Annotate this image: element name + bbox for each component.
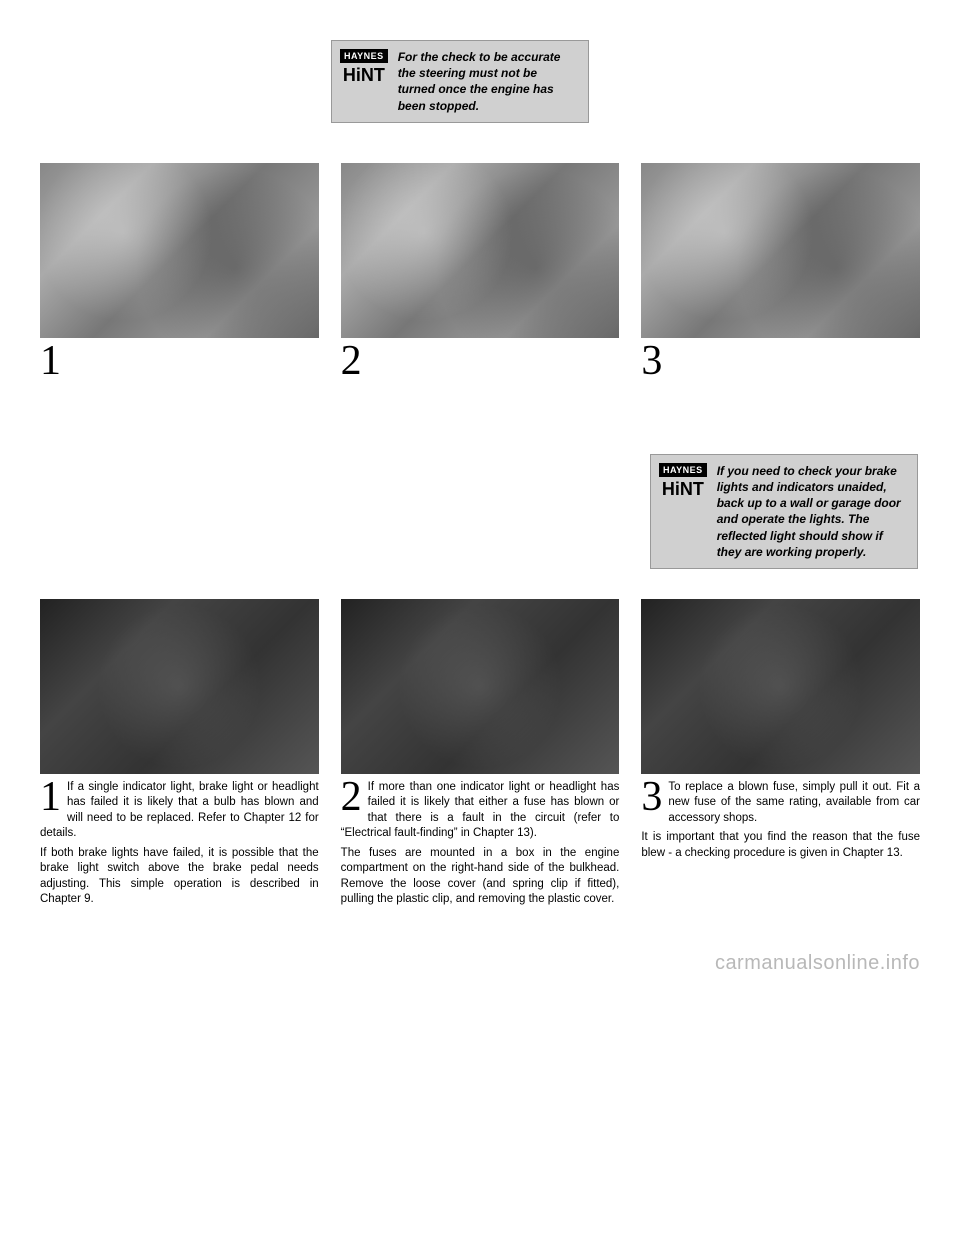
caption-top-2: 2 (341, 338, 620, 344)
step-number: 3 (641, 340, 662, 382)
caption-bottom-1: 1 If a single indicator light, brake lig… (40, 774, 319, 908)
step-number: 1 (40, 340, 61, 382)
step-top-2: 2 (341, 163, 620, 382)
photo-fuse-box-cover (341, 599, 620, 774)
photo-row-top: 1 2 3 (40, 163, 920, 382)
step-top-3: 3 (641, 163, 920, 382)
photo-engine-bay (641, 163, 920, 338)
caption-p1: To replace a blown fuse, simply pull it … (641, 780, 920, 827)
haynes-badge: HAYNES (340, 49, 388, 63)
top-hint-container: HAYNES HiNT For the check to be accurate… (0, 40, 920, 123)
caption-p2: If both brake lights have failed, it is … (40, 846, 319, 908)
hint-box-bottom: HAYNES HiNT If you need to check your br… (650, 454, 918, 569)
caption-p1: If a single indicator light, brake light… (40, 780, 319, 842)
step-number: 2 (341, 776, 362, 818)
step-number: 1 (40, 776, 61, 818)
caption-bottom-2: 2 If more than one indicator light or he… (341, 774, 620, 908)
hint-text-bottom: If you need to check your brake lights a… (717, 463, 905, 560)
hint-box-top: HAYNES HiNT For the check to be accurate… (331, 40, 589, 123)
caption-p1: If more than one indicator light or head… (341, 780, 620, 842)
caption-p2: It is important that you find the reason… (641, 830, 920, 861)
hint-logo: HAYNES HiNT (659, 463, 707, 500)
caption-bottom-3: 3 To replace a blown fuse, simply pull i… (641, 774, 920, 862)
photo-fuse-box-open (641, 599, 920, 774)
watermark: carmanualsonline.info (40, 952, 920, 975)
hint-text-top: For the check to be accurate the steerin… (398, 49, 576, 114)
hint-logo: HAYNES HiNT (340, 49, 388, 86)
step-number: 2 (341, 340, 362, 382)
hint-word: HiNT (343, 65, 385, 86)
caption-p2: The fuses are mounted in a box in the en… (341, 846, 620, 908)
step-bottom-2: 2 If more than one indicator light or he… (341, 599, 620, 912)
step-top-1: 1 (40, 163, 319, 382)
step-bottom-1: 1 If a single indicator light, brake lig… (40, 599, 319, 912)
hint-word: HiNT (662, 479, 704, 500)
photo-reservoir-cap (40, 163, 319, 338)
caption-top-1: 1 (40, 338, 319, 344)
step-bottom-3: 3 To replace a blown fuse, simply pull i… (641, 599, 920, 912)
step-number: 3 (641, 776, 662, 818)
caption-top-3: 3 (641, 338, 920, 344)
photo-bulb-holder (40, 599, 319, 774)
haynes-badge: HAYNES (659, 463, 707, 477)
photo-reservoir-level (341, 163, 620, 338)
mid-hint-container: HAYNES HiNT If you need to check your br… (40, 454, 920, 569)
photo-row-bottom: 1 If a single indicator light, brake lig… (40, 599, 920, 912)
